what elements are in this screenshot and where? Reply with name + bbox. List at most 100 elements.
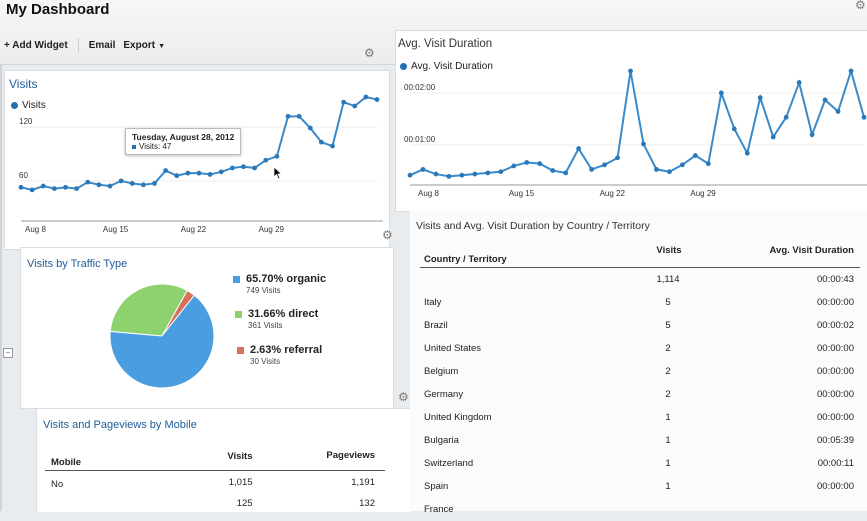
duration-data-point[interactable] [420,167,426,172]
duration-data-point[interactable] [407,172,413,178]
visits-data-point[interactable] [229,165,235,171]
column-header-visits[interactable]: Visits [227,451,253,462]
duration-data-point[interactable] [472,171,478,177]
column-header-visits[interactable]: Visits [656,245,682,256]
visits-data-point[interactable] [51,186,57,192]
gear-icon[interactable]: ⚙ [398,390,409,404]
visits-data-point[interactable] [85,179,91,185]
visits-data-point[interactable] [307,125,313,131]
duration-data-point[interactable] [809,132,815,138]
duration-data-point[interactable] [796,80,802,85]
duration-data-point[interactable] [628,68,633,74]
table-row[interactable]: 125 132 [45,494,385,513]
duration-data-point[interactable] [848,68,854,74]
visits-data-point[interactable] [40,183,46,189]
visits-data-point[interactable] [274,153,280,159]
duration-data-point[interactable] [563,170,569,176]
table-row[interactable]: 1,114 00:00:43 [420,268,860,292]
collapse-toggle-icon[interactable]: − [3,348,13,358]
visits-data-point[interactable] [29,187,35,193]
visits-data-point[interactable] [163,168,169,173]
visits-data-point[interactable] [18,184,24,190]
duration-data-point[interactable] [576,146,582,151]
visits-data-point[interactable] [241,164,246,170]
visits-data-point[interactable] [129,181,135,186]
table-row[interactable]: Italy 5 00:00:00 [420,291,860,314]
duration-line-chart: 00:01:00 00:02:00 Aug 8 Aug 15 Aug 22 Aug 29 [404,67,867,198]
duration-data-point[interactable] [692,153,698,158]
table-row[interactable]: United Kingdom 1 00:00:00 [420,406,860,429]
visits-data-point[interactable] [296,113,302,119]
duration-data-point[interactable] [757,95,763,101]
visits-data-point[interactable] [285,113,291,119]
duration-data-point[interactable] [770,134,776,140]
duration-data-point[interactable] [705,161,711,167]
visits-data-point[interactable] [152,181,157,186]
visits-data-point[interactable] [174,173,180,179]
column-header-mobile[interactable]: Mobile [51,457,82,468]
duration-data-point[interactable] [835,109,841,114]
export-button[interactable]: Export ▼ [123,40,181,51]
visits-data-point[interactable] [196,170,202,176]
duration-data-point[interactable] [446,173,452,179]
visits-data-point[interactable] [107,183,113,189]
duration-data-point[interactable] [822,97,828,103]
table-cell [614,498,724,521]
gear-icon[interactable]: ⚙ [364,46,375,60]
visits-data-point[interactable] [63,184,68,190]
duration-data-point[interactable] [589,167,594,172]
pie-slice-organic[interactable] [109,294,215,389]
table-row[interactable]: United States 2 00:00:00 [420,337,860,360]
email-button[interactable]: Email [88,39,116,51]
table-row[interactable]: Spain 1 00:00:00 [420,475,860,498]
visits-data-point[interactable] [96,182,102,188]
visits-data-point[interactable] [352,103,358,109]
duration-data-point[interactable] [718,90,724,96]
visits-data-point[interactable] [263,157,269,163]
duration-data-point[interactable] [524,160,530,165]
duration-data-point[interactable] [731,126,737,132]
duration-data-point[interactable] [485,170,491,176]
duration-data-point[interactable] [511,163,517,169]
add-widget-button[interactable]: + Add Widget [4,39,68,51]
visits-data-point[interactable] [341,99,347,105]
table-row[interactable]: Bulgaria 1 00:05:39 [420,429,860,452]
visits-data-point[interactable] [218,169,224,175]
duration-data-point[interactable] [861,114,867,120]
table-row[interactable]: Brazil 5 00:00:02 [420,314,860,337]
gear-icon[interactable]: ⚙ [855,0,866,12]
duration-data-point[interactable] [667,169,672,175]
duration-data-point[interactable] [433,171,439,177]
duration-data-point[interactable] [783,114,789,120]
column-header-avg-duration[interactable]: Avg. Visit Duration [769,245,854,256]
duration-data-point[interactable] [459,172,465,178]
visits-data-point[interactable] [252,165,258,171]
column-header-pageviews[interactable]: Pageviews [326,450,375,461]
gear-icon[interactable]: ⚙ [382,228,393,242]
visits-data-point[interactable] [118,178,124,184]
table-row[interactable]: France [420,498,860,521]
duration-data-point[interactable] [744,150,750,156]
duration-data-point[interactable] [654,167,659,172]
duration-data-point[interactable] [498,169,504,175]
duration-data-point[interactable] [680,162,685,168]
table-row[interactable]: Belgium 2 00:00:00 [420,360,860,383]
pie-slice-direct[interactable] [109,283,188,337]
visits-data-point[interactable] [330,143,335,149]
column-header-country[interactable]: Country / Territory [424,254,507,265]
duration-data-point[interactable] [550,168,556,173]
visits-data-point[interactable] [374,97,380,102]
visits-data-point[interactable] [207,172,213,177]
duration-data-point[interactable] [615,155,620,161]
table-row[interactable]: Germany 2 00:00:00 [420,383,860,406]
visits-data-point[interactable] [74,186,80,192]
visits-data-point[interactable] [185,170,191,176]
duration-data-point[interactable] [537,161,543,167]
duration-data-point[interactable] [641,141,646,147]
visits-data-point[interactable] [318,139,324,145]
visits-data-point[interactable] [363,94,369,100]
duration-data-point[interactable] [602,162,607,168]
table-row[interactable]: No 1,015 1,191 [45,471,385,495]
visits-data-point[interactable] [140,182,146,188]
table-row[interactable]: Switzerland 1 00:00:11 [420,452,860,475]
